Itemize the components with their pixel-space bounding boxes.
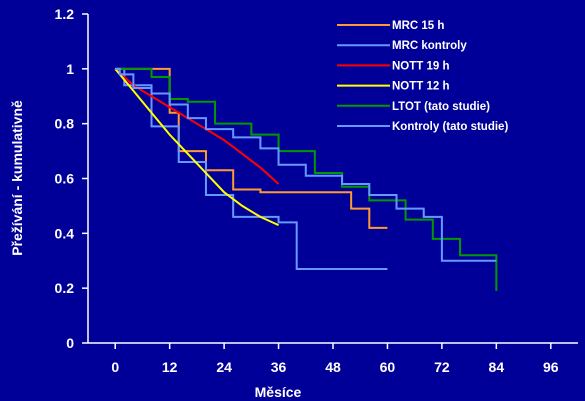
x-tick-label: 96 — [543, 359, 559, 375]
ticks: 0 12 24 36 48 60 72 84 96 0 0.2 0.4 0.6 0.8 1 1.2 — [55, 6, 559, 375]
x-tick-label: 60 — [380, 359, 396, 375]
series-line-kontroly-tato-studie — [115, 67, 497, 262]
x-tick-label: 24 — [216, 359, 232, 375]
legend-label: Kontroly (tato studie) — [392, 121, 508, 133]
y-tick-label: 0.4 — [55, 225, 75, 241]
y-tick-label: 0 — [66, 335, 74, 351]
x-tick-label: 48 — [325, 359, 341, 375]
series-line-ltot-tato-studie — [115, 67, 498, 291]
series-line-nott-12-h — [114, 68, 279, 227]
y-tick-label: 1.2 — [55, 6, 75, 22]
y-tick-label: 1 — [66, 61, 74, 77]
legend-label: MRC kontroly — [392, 40, 467, 52]
y-tick-label: 0.8 — [55, 116, 75, 132]
legend-label: NOTT 19 h — [392, 60, 450, 72]
x-tick-label: 36 — [271, 359, 287, 375]
x-tick-label: 12 — [162, 359, 178, 375]
legend-label: MRC 15 h — [392, 20, 444, 32]
x-tick-label: 0 — [111, 359, 119, 375]
plot-area — [114, 67, 498, 291]
series-line-nott-19-h — [114, 68, 280, 185]
series-line-mrc-kontroly — [115, 67, 388, 270]
legend-label: NOTT 12 h — [392, 81, 450, 93]
x-tick-label: 72 — [434, 359, 450, 375]
series-line-mrc-15-h — [115, 67, 388, 229]
y-tick-label: 0.2 — [55, 280, 75, 296]
x-tick-label: 84 — [489, 359, 505, 375]
legend-label: LTOT (tato studie) — [392, 101, 490, 113]
y-tick-label: 0.6 — [55, 171, 75, 187]
x-axis-title: Měsíce — [255, 384, 302, 400]
legend: MRC 15 h MRC kontroly NOTT 19 h NOTT 12 h LT… — [337, 20, 508, 133]
axes — [87, 14, 578, 344]
y-axis-title: Přežívání - kumulativně — [9, 100, 25, 256]
